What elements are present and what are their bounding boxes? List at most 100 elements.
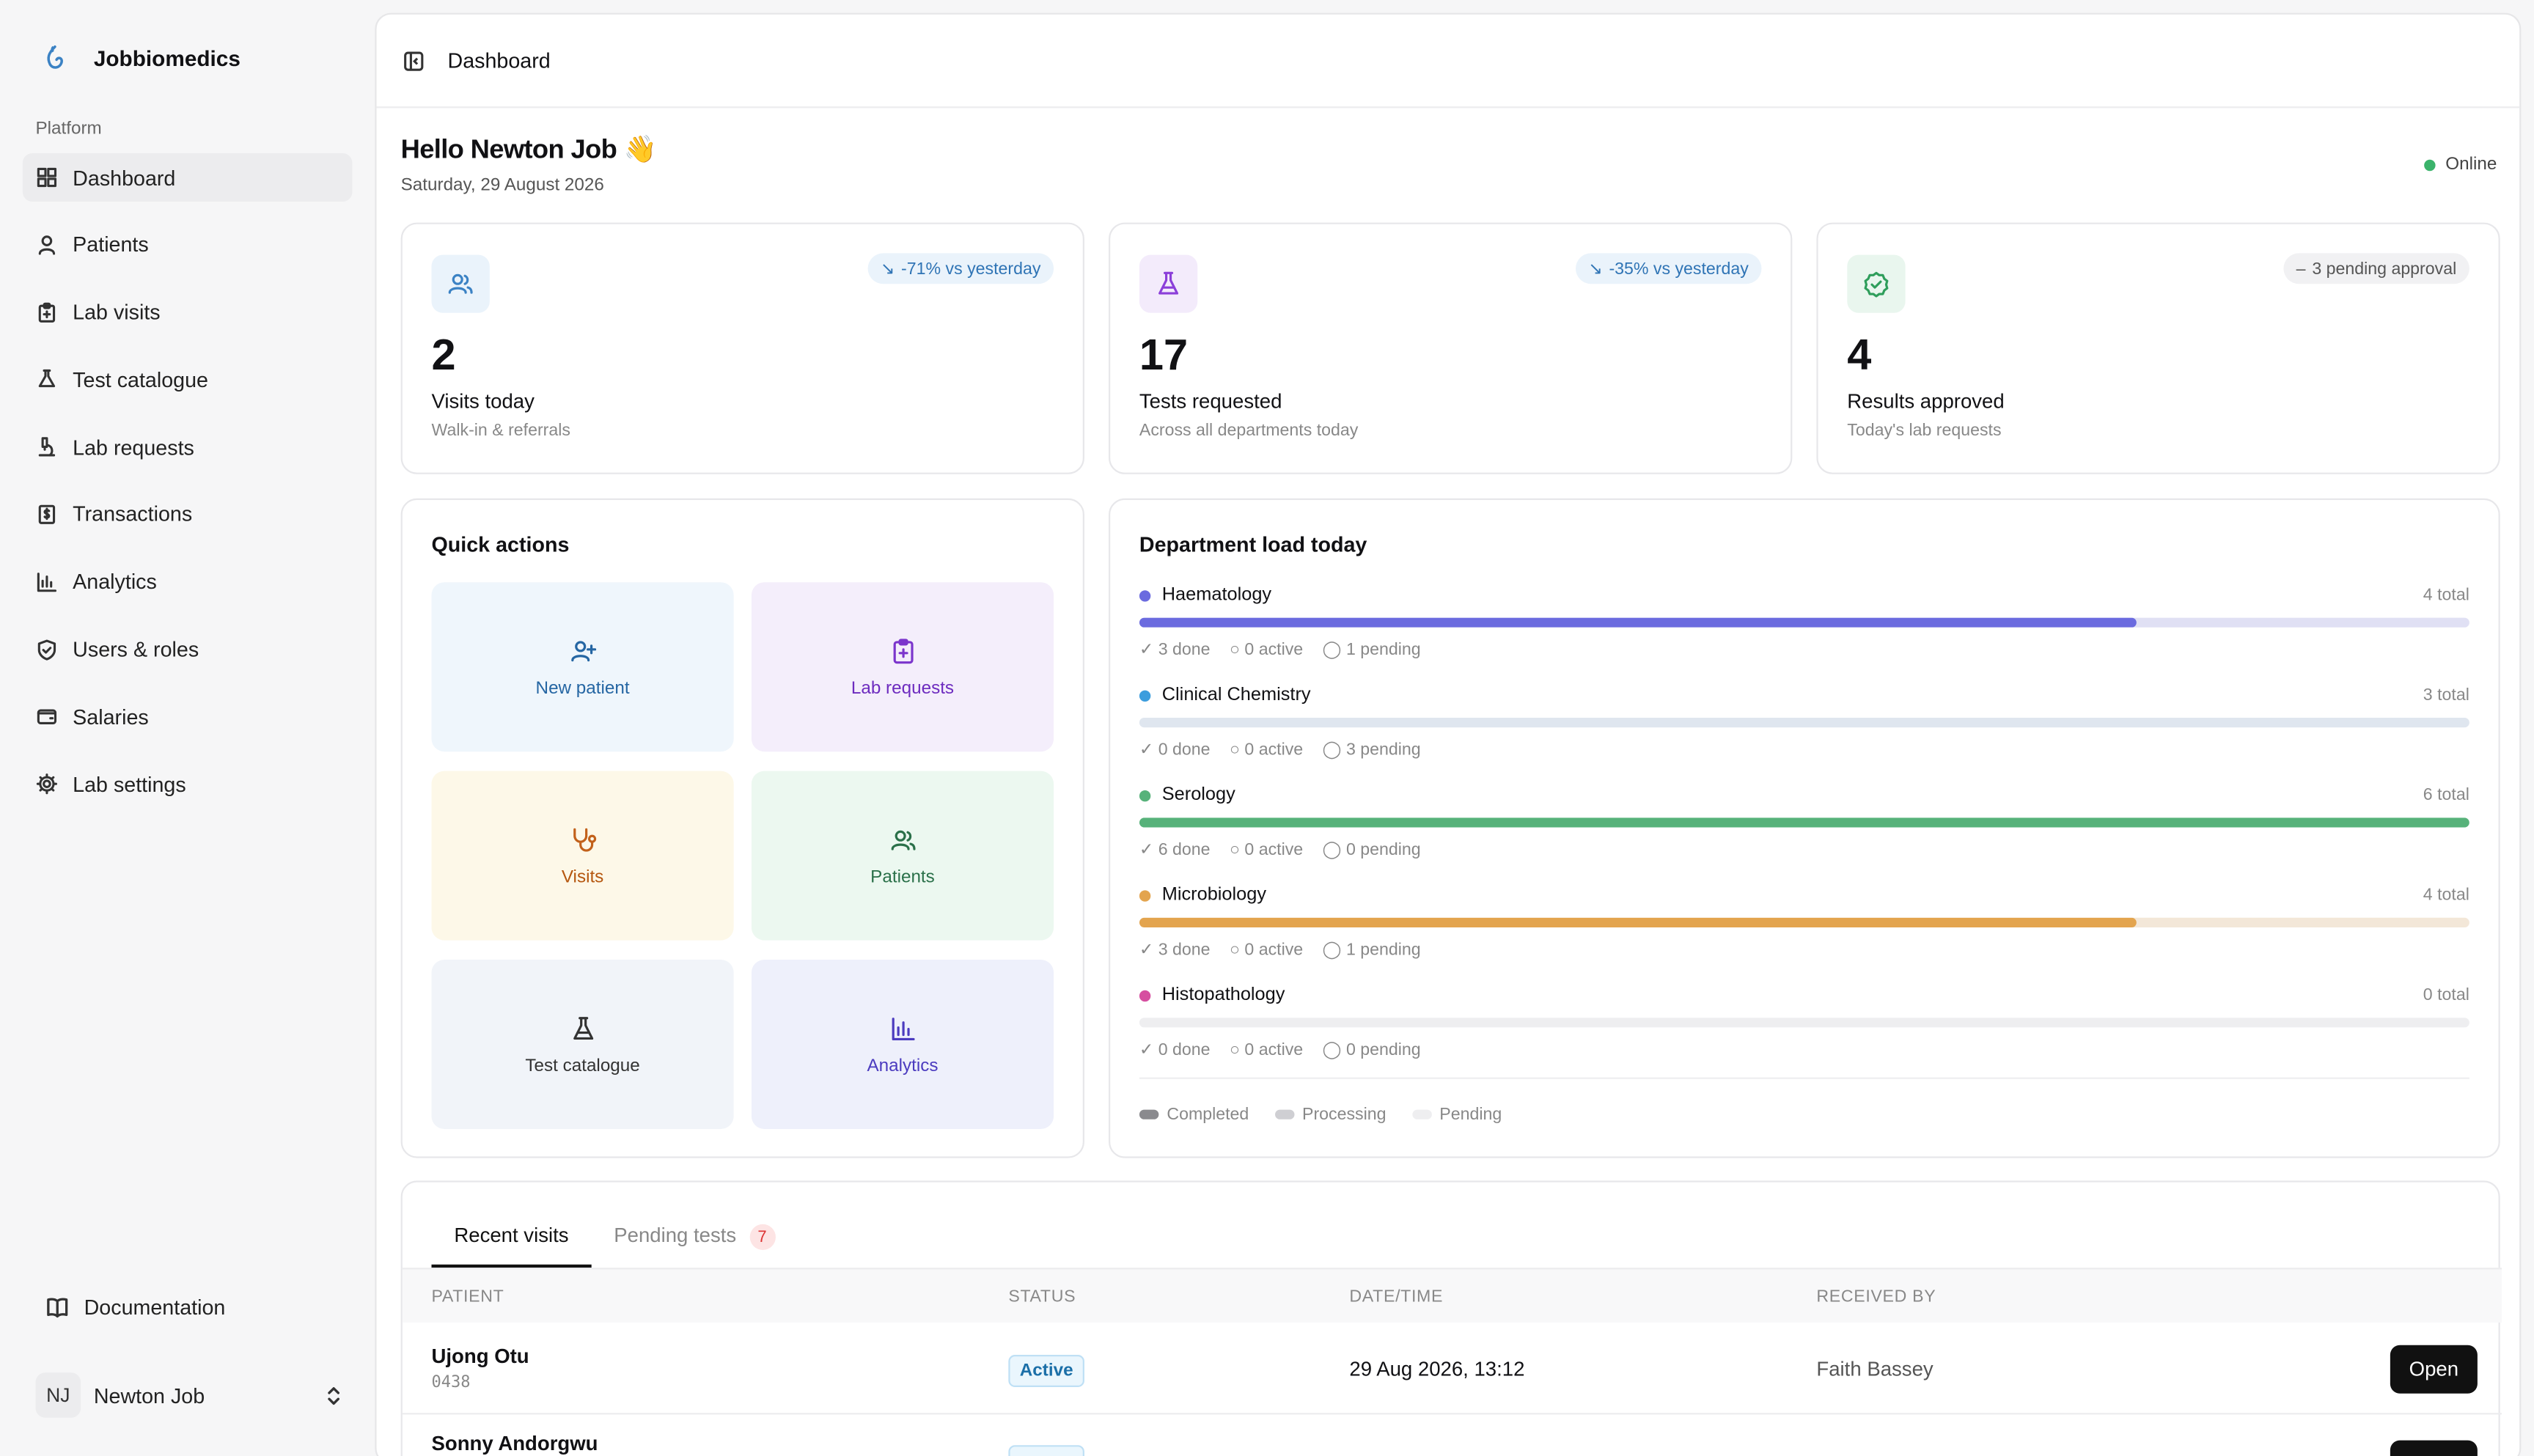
flask-icon — [1158, 271, 1179, 295]
active-count: ○ 0 active — [1229, 840, 1304, 860]
analytics-button[interactable]: Analytics — [751, 960, 1054, 1129]
trend-badge: ↘ -71% vs yesterday — [867, 253, 1054, 284]
sidebar-item-transactions[interactable]: Transactions — [23, 490, 353, 539]
new-patient-button[interactable]: New patient — [431, 582, 734, 752]
flask-icon — [573, 1016, 593, 1039]
documentation-link[interactable]: Documentation — [45, 1295, 226, 1320]
department-head: Clinical Chemistry 3 total — [1139, 684, 2469, 707]
stat-card-results: – 3 pending approval 4 Results approved … — [1816, 222, 2500, 474]
department-head: Haematology 4 total — [1139, 584, 2469, 606]
tile-label: Lab requests — [851, 678, 955, 698]
col-patient: PATIENT — [431, 1286, 504, 1306]
status-badge — [1008, 1445, 1084, 1456]
department-name: Serology — [1161, 785, 1235, 805]
active-count: ○ 0 active — [1229, 940, 1304, 960]
table-header: PATIENT STATUS DATE/TIME RECEIVED BY — [402, 1268, 2502, 1323]
online-label: Online — [2445, 155, 2497, 174]
sidebar-item-label: Analytics — [73, 570, 157, 595]
sidebar-item-users-roles[interactable]: Users & roles — [23, 625, 353, 674]
sidebar-item-patients[interactable]: Patients — [23, 221, 353, 269]
tile-label: New patient — [535, 678, 630, 698]
shield-icon — [37, 639, 56, 660]
department-total: 6 total — [2423, 785, 2469, 805]
department-name: Haematology — [1161, 585, 1272, 605]
user-menu[interactable]: NJ Newton Job — [35, 1372, 345, 1418]
divider — [1139, 1077, 2469, 1079]
wallet-icon — [37, 710, 57, 725]
trend-label: -71% vs yesterday — [901, 259, 1041, 279]
active-count: ○ 0 active — [1229, 640, 1304, 660]
quick-actions-title: Quick actions — [431, 532, 570, 556]
department-meta: ✓ 0 done ○ 0 active ◯ 0 pending — [1139, 1040, 2469, 1059]
department-head: Histopathology 0 total — [1139, 984, 2469, 1007]
sidebar-item-test-catalogue[interactable]: Test catalogue — [23, 356, 353, 404]
open-button[interactable] — [2390, 1440, 2478, 1456]
brand[interactable]: Jobbiomedics — [39, 42, 240, 74]
department-total: 3 total — [2423, 685, 2469, 705]
pending-badge: – 3 pending approval — [2283, 253, 2469, 284]
visits-button[interactable]: Visits — [431, 771, 734, 941]
done-count: ✓ 3 done — [1139, 640, 1211, 660]
lab-requests-button[interactable]: Lab requests — [751, 582, 1054, 752]
department-row: Histopathology 0 total ✓ 0 done ○ 0 active ◯… — [1139, 984, 2469, 1059]
avatar: NJ — [35, 1372, 81, 1418]
bar-chart-icon — [37, 572, 57, 592]
online-dot — [2424, 158, 2436, 171]
pending-count: ◯ 1 pending — [1322, 940, 1421, 960]
done-count: ✓ 0 done — [1139, 1040, 1211, 1060]
stat-label: Results approved — [1847, 390, 2005, 413]
col-status: STATUS — [1008, 1286, 1076, 1306]
department-color-dot — [1139, 989, 1151, 1001]
microscope-icon — [38, 437, 56, 457]
table-row[interactable]: Sonny Andorgwu — [403, 1416, 2502, 1456]
sidebar-item-lab-requests[interactable]: Lab requests — [23, 423, 353, 471]
stat-label: Tests requested — [1139, 390, 1282, 413]
done-count: ✓ 6 done — [1139, 840, 1211, 860]
department-progress-bar — [1139, 817, 2469, 828]
sidebar-nav: Dashboard Patients Lab visits Test catal… — [22, 153, 353, 828]
sidebar-item-lab-visits[interactable]: Lab visits — [23, 288, 353, 337]
stat-label: Visits today — [431, 390, 535, 413]
trend-down-icon: ↘ — [880, 259, 895, 279]
patients-button[interactable]: Patients — [751, 771, 1054, 941]
received-by-cell: Faith Bassey — [1816, 1357, 1933, 1380]
sidebar-item-label: Users & roles — [73, 637, 199, 662]
trend-badge: ↘ -35% vs yesterday — [1575, 253, 1762, 284]
department-progress-fill — [1139, 917, 2137, 927]
pending-count: ◯ 1 pending — [1322, 640, 1421, 660]
online-status: Online — [2424, 155, 2497, 174]
department-progress-bar — [1139, 917, 2469, 927]
sidebar-toggle-icon[interactable] — [403, 49, 425, 72]
pending-count: ◯ 0 pending — [1322, 840, 1421, 860]
tile-label: Visits — [561, 867, 604, 886]
trend-down-icon: ↘ — [1588, 259, 1603, 279]
open-button[interactable]: Open — [2390, 1344, 2478, 1393]
stat-card-tests: ↘ -35% vs yesterday 17 Tests requested A… — [1109, 222, 1793, 474]
documentation-label: Documentation — [84, 1295, 226, 1320]
patient-cell: Ujong Otu 0438 — [431, 1345, 529, 1392]
sidebar-item-dashboard[interactable]: Dashboard — [22, 153, 353, 202]
bar-chart-icon — [891, 1017, 914, 1040]
nav-group-label: Platform — [35, 119, 102, 139]
table-row[interactable]: Ujong Otu 0438 Active 29 Aug 2026, 13:12… — [402, 1324, 2502, 1415]
pending-count: ◯ 3 pending — [1322, 740, 1421, 760]
test-catalogue-button[interactable]: Test catalogue — [431, 960, 734, 1129]
sidebar-item-salaries[interactable]: Salaries — [23, 693, 353, 741]
visits-tabs: Recent visits Pending tests 7 — [431, 1215, 797, 1268]
department-name: Histopathology — [1161, 985, 1285, 1005]
department-name: Microbiology — [1161, 885, 1267, 905]
sidebar-item-analytics[interactable]: Analytics — [23, 558, 353, 606]
stat-value: 4 — [1847, 331, 1872, 379]
tab-recent-visits[interactable]: Recent visits — [431, 1215, 592, 1268]
users-icon — [448, 273, 473, 294]
topbar: Dashboard — [376, 15, 2520, 109]
sidebar-item-label: Patients — [73, 232, 149, 257]
pending-count: ◯ 0 pending — [1322, 1040, 1421, 1060]
trend-label: -35% vs yesterday — [1609, 259, 1749, 279]
clipboard-icon — [38, 301, 56, 322]
department-meta: ✓ 6 done ○ 0 active ◯ 0 pending — [1139, 840, 2469, 859]
department-meta: ✓ 3 done ○ 0 active ◯ 1 pending — [1139, 640, 2469, 659]
tab-pending-tests[interactable]: Pending tests 7 — [591, 1215, 798, 1268]
sidebar-item-lab-settings[interactable]: Lab settings — [23, 760, 353, 809]
status-cell: Active — [1008, 1353, 1085, 1386]
